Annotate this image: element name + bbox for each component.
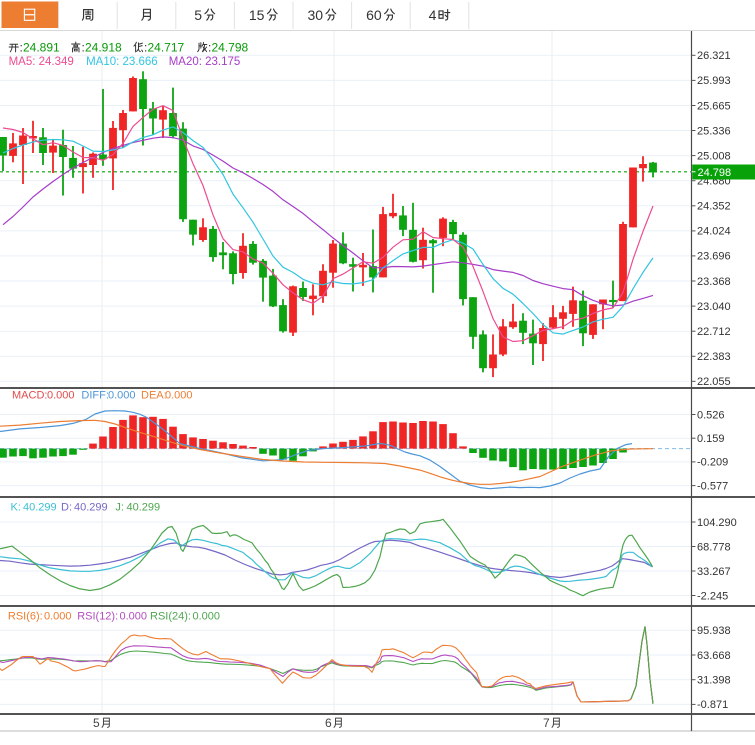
svg-text:-0.209: -0.209	[697, 457, 728, 469]
svg-text:RSI(6):: RSI(6):	[8, 611, 43, 623]
svg-text:0.526: 0.526	[697, 409, 725, 421]
svg-text:7: 7	[543, 716, 550, 730]
svg-text:24.918: 24.918	[85, 41, 122, 55]
svg-text:33.267: 33.267	[697, 566, 731, 578]
svg-text:40.299: 40.299	[23, 502, 57, 514]
svg-text::: :	[82, 41, 85, 55]
svg-text:24.798: 24.798	[212, 41, 249, 55]
svg-text:24.891: 24.891	[23, 41, 60, 55]
svg-text:24.717: 24.717	[148, 41, 185, 55]
svg-text:95.938: 95.938	[697, 625, 731, 637]
svg-text:0.000: 0.000	[165, 390, 193, 402]
svg-text:23.368: 23.368	[697, 276, 731, 288]
svg-text:MA10: 23.666: MA10: 23.666	[86, 56, 158, 68]
svg-text:40.299: 40.299	[74, 502, 108, 514]
svg-text:MACD:: MACD:	[12, 390, 47, 402]
svg-text:0.159: 0.159	[697, 433, 725, 445]
svg-text:31.398: 31.398	[697, 675, 731, 687]
svg-text:0.000: 0.000	[44, 611, 72, 623]
svg-text:-2.245: -2.245	[697, 590, 728, 602]
svg-text:40.299: 40.299	[127, 502, 161, 514]
svg-text:23.040: 23.040	[697, 301, 731, 313]
svg-text:22.712: 22.712	[697, 326, 731, 338]
svg-text:0.000: 0.000	[108, 390, 136, 402]
svg-text:5: 5	[93, 716, 100, 730]
svg-text:24.024: 24.024	[697, 226, 731, 238]
svg-text:60: 60	[366, 7, 382, 23]
svg-text:24.352: 24.352	[697, 201, 731, 213]
svg-text:25.336: 25.336	[697, 125, 731, 137]
svg-text:RSI(12):: RSI(12):	[77, 611, 118, 623]
svg-text:25.993: 25.993	[697, 75, 731, 87]
svg-text::: :	[20, 41, 23, 55]
svg-text:-0.871: -0.871	[697, 699, 728, 711]
svg-text:RSI(24):: RSI(24):	[150, 611, 191, 623]
svg-text::: :	[144, 41, 147, 55]
svg-text:0.000: 0.000	[47, 390, 75, 402]
svg-text::: :	[208, 41, 211, 55]
svg-text:68.778: 68.778	[697, 541, 731, 553]
svg-text:5: 5	[194, 7, 202, 23]
svg-text:63.668: 63.668	[697, 650, 731, 662]
svg-text:15: 15	[249, 7, 265, 23]
svg-text:-0.577: -0.577	[697, 480, 728, 492]
svg-text:25.665: 25.665	[697, 100, 731, 112]
svg-text:24.798: 24.798	[698, 167, 732, 179]
svg-text:6: 6	[325, 716, 332, 730]
svg-text:4: 4	[429, 7, 437, 23]
svg-text:25.008: 25.008	[697, 150, 731, 162]
svg-text:0.000: 0.000	[193, 611, 221, 623]
svg-text:DEA:: DEA:	[141, 390, 167, 402]
svg-text:22.055: 22.055	[697, 376, 731, 388]
svg-text:104.290: 104.290	[697, 517, 737, 529]
svg-text:D:: D:	[61, 502, 72, 514]
svg-text:26.321: 26.321	[697, 50, 731, 62]
svg-text:MA20: 23.175: MA20: 23.175	[169, 56, 241, 68]
svg-text:DIFF:: DIFF:	[81, 390, 109, 402]
svg-text:K:: K:	[11, 502, 21, 514]
svg-text:MA5: 24.349: MA5: 24.349	[9, 56, 74, 68]
svg-text:0.000: 0.000	[120, 611, 148, 623]
svg-text:30: 30	[308, 7, 324, 23]
svg-text:J:: J:	[115, 502, 124, 514]
svg-text:22.383: 22.383	[697, 351, 731, 363]
svg-text:23.696: 23.696	[697, 251, 731, 263]
